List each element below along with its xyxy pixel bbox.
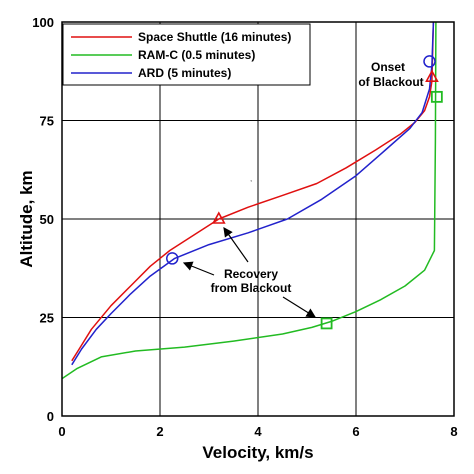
arrow-to-triangle — [223, 227, 249, 263]
y-tick-label: 25 — [40, 311, 54, 326]
x-tick-label: 6 — [352, 424, 359, 439]
onset-marker-triangle — [425, 69, 439, 82]
onset-marker-circle — [423, 55, 436, 68]
plot-frame — [61, 21, 455, 417]
series-line-space-shuttle — [71, 22, 435, 362]
annotation-recovery-line2: from Blackout — [211, 281, 292, 295]
x-tick-label: 8 — [450, 424, 457, 439]
legend-label-ard: ARD (5 minutes) — [138, 66, 231, 80]
annotation-onset-line1: Onset — [371, 60, 405, 74]
legend: Space Shuttle (16 minutes) RAM-C (0.5 mi… — [62, 23, 311, 86]
x-tick-label: 2 — [156, 424, 163, 439]
onset-marker-square — [430, 90, 443, 103]
annotation-onset-line2: of Blackout — [358, 75, 423, 89]
grid — [62, 22, 454, 416]
y-tick-label: 50 — [40, 212, 54, 227]
y-tick-label: 100 — [32, 15, 54, 30]
ticks-group: 0 2 4 6 8 0 25 50 75 100 — [32, 15, 457, 439]
recovery-marker-triangle — [211, 211, 226, 224]
y-tick-label: 75 — [40, 114, 54, 129]
x-tick-label: 0 — [58, 424, 65, 439]
y-tick-label: 0 — [47, 409, 54, 424]
x-axis-title: Velocity, km/s — [202, 443, 313, 462]
legend-label-ram-c: RAM-C (0.5 minutes) — [138, 48, 255, 62]
stray-mark: , — [250, 174, 252, 183]
annotation-recovery-line1: Recovery — [224, 267, 278, 281]
arrow-to-square — [282, 296, 317, 318]
series-line-ard — [71, 22, 435, 366]
arrow-to-circle — [182, 261, 215, 276]
recovery-marker-circle — [166, 252, 179, 265]
y-axis-title: Altitude, km — [17, 170, 36, 267]
markers-group — [166, 55, 443, 330]
x-tick-label: 4 — [254, 424, 262, 439]
legend-label-space-shuttle: Space Shuttle (16 minutes) — [138, 30, 291, 44]
recovery-marker-square — [320, 317, 333, 330]
